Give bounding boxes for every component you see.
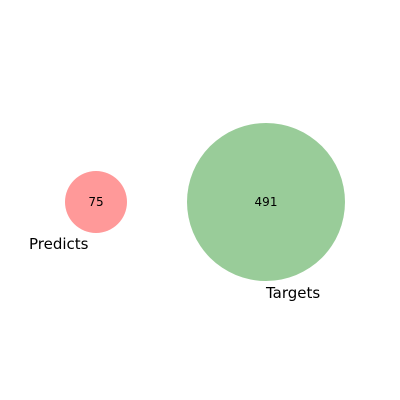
predicts-count-label: 75: [88, 195, 103, 209]
targets-circle: [187, 123, 345, 281]
targets-set-label: Targets: [265, 284, 320, 302]
targets-count-label: 491: [255, 195, 278, 209]
predicts-circle: [65, 171, 127, 233]
predicts-set-label: Predicts: [29, 235, 89, 253]
